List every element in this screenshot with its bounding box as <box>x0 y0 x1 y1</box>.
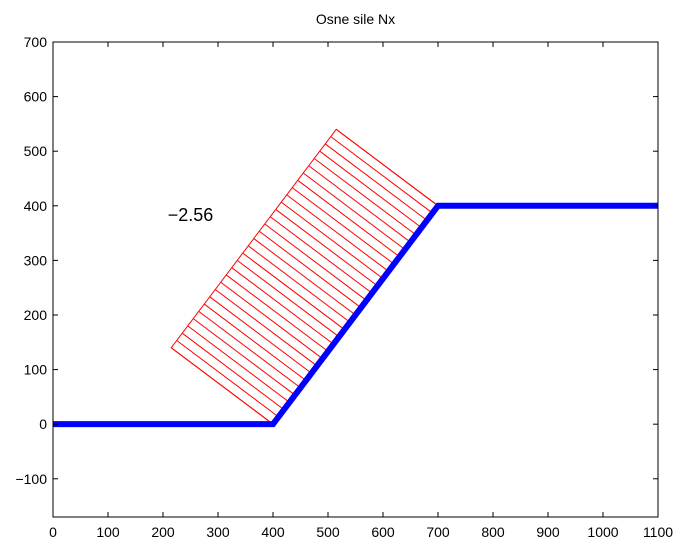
hatch-line <box>203 303 307 381</box>
hatch-line <box>209 296 312 374</box>
y-tick-label: −100 <box>15 471 47 487</box>
x-tick-label: 1000 <box>587 524 618 540</box>
value-annotation: −2.56 <box>168 205 214 225</box>
x-tick-label: 200 <box>151 524 175 540</box>
y-tick-label: 300 <box>24 252 48 268</box>
hatch-line <box>335 128 439 207</box>
hatch-line <box>330 136 433 214</box>
y-tick-label: 400 <box>24 198 48 214</box>
force-hatch-layer <box>170 128 439 425</box>
x-tick-label: 500 <box>316 524 340 540</box>
x-tick-label: 1100 <box>643 524 673 540</box>
hatch-line <box>264 223 367 301</box>
hatch-line <box>187 325 290 403</box>
series-line <box>53 202 658 428</box>
x-tick-label: 800 <box>481 524 505 540</box>
hatch-line <box>253 238 356 316</box>
series-layer <box>53 202 658 428</box>
hatch-line <box>242 252 345 330</box>
y-tick-label: 200 <box>24 307 48 323</box>
annotation-layer: −2.56 <box>168 205 214 225</box>
x-tick-label: 100 <box>96 524 120 540</box>
y-tick-label: 600 <box>24 89 48 105</box>
hatch-line <box>247 245 351 323</box>
y-tick-label: 700 <box>24 34 48 50</box>
axes-box <box>52 41 659 518</box>
hatch-line <box>176 340 279 418</box>
hatch-line <box>198 310 301 389</box>
hatch-line <box>214 289 318 367</box>
x-tick-label: 400 <box>261 524 285 540</box>
hatch-line <box>275 209 378 287</box>
hatch-line <box>258 230 362 309</box>
hatch-line <box>220 281 323 360</box>
hatch-line <box>170 347 274 425</box>
hatch-line <box>297 179 400 258</box>
hatch-line <box>280 201 384 279</box>
hatch-line <box>324 143 428 221</box>
y-tick-label: 100 <box>24 362 48 378</box>
x-tick-label: 0 <box>49 524 57 540</box>
hatch-line <box>313 158 417 236</box>
hatch-line <box>319 150 422 229</box>
hatch-line <box>231 267 334 345</box>
hatch-line <box>236 259 340 338</box>
hatch-line <box>308 165 411 243</box>
chart-title: Osne sile Nx <box>316 11 395 27</box>
hatch-line <box>181 332 285 411</box>
hatch-line <box>269 216 373 294</box>
hatch-line <box>291 187 395 265</box>
hatch-line <box>225 274 329 352</box>
hatch-line <box>192 318 296 396</box>
x-tick-label: 600 <box>371 524 395 540</box>
x-tick-label: 900 <box>536 524 560 540</box>
hatch-line <box>302 172 406 250</box>
y-tick-label: 0 <box>39 416 47 432</box>
hatch-line <box>286 194 389 272</box>
x-tick-label: 700 <box>426 524 450 540</box>
axes-layer: 0 100 200 300 400 500 600 700 800 900 1000 1100−100… <box>15 34 673 540</box>
x-tick-label: 300 <box>206 524 230 540</box>
y-tick-label: 500 <box>24 143 48 159</box>
